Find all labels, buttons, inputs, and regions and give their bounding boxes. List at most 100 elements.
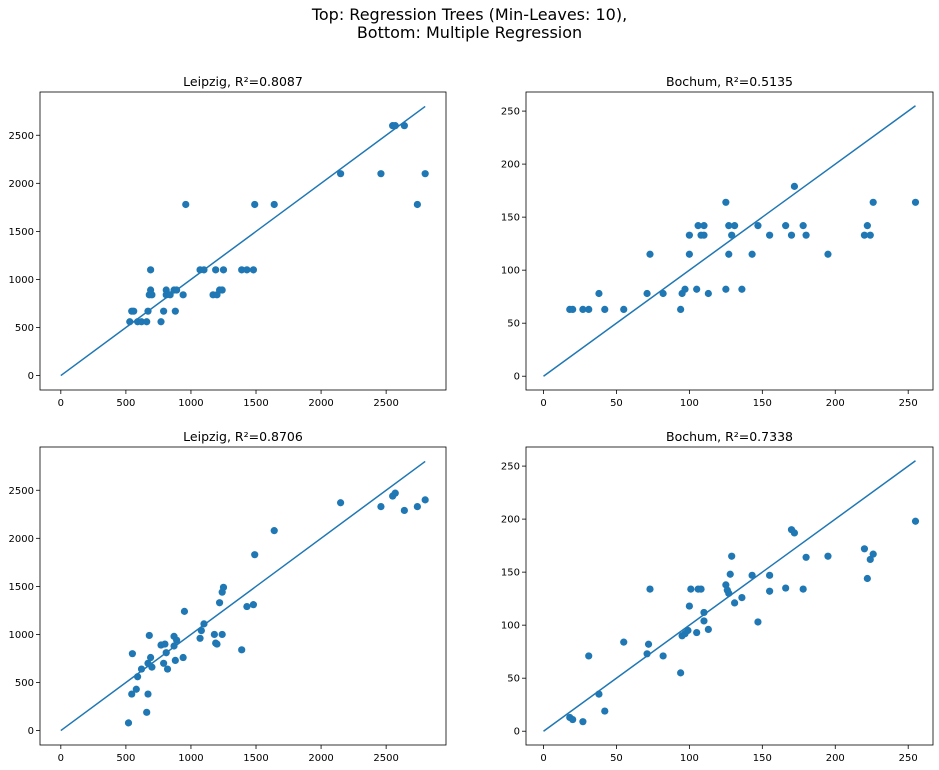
data-point <box>145 631 153 640</box>
y-tick-label: 500 <box>15 678 34 689</box>
x-tick-label: 250 <box>899 398 918 409</box>
x-tick-label: 2000 <box>308 398 333 409</box>
data-point <box>731 599 739 607</box>
x-tick-label: 200 <box>826 753 845 764</box>
data-point <box>677 305 685 314</box>
reference-line <box>60 105 426 377</box>
data-point <box>643 650 651 658</box>
y-tick-label: 200 <box>501 515 520 526</box>
data-point <box>215 599 224 607</box>
data-point <box>157 318 165 326</box>
data-point <box>147 653 155 662</box>
data-point <box>249 601 258 609</box>
data-point <box>766 231 774 239</box>
data-point <box>659 652 667 660</box>
data-point <box>700 617 708 625</box>
data-point <box>726 570 734 578</box>
data-point <box>413 503 421 511</box>
data-point <box>643 289 651 298</box>
data-point <box>579 305 587 314</box>
data-point <box>585 305 593 314</box>
data-point <box>620 638 628 646</box>
data-point <box>799 222 807 230</box>
y-tick-label: 0 <box>28 371 34 382</box>
data-point <box>173 636 181 644</box>
data-point <box>171 307 179 315</box>
data-point <box>270 527 278 535</box>
plot-frame <box>525 91 934 391</box>
data-point <box>128 690 136 698</box>
subplot-4: Bochum, R²=0.7338 0 50 100 150 200 250 0 50 100 15… <box>501 429 934 764</box>
data-point <box>143 708 151 716</box>
y-tick-label: 2000 <box>9 534 34 545</box>
data-point <box>863 574 871 583</box>
x-tick-label: 200 <box>826 398 845 409</box>
data-point <box>133 673 142 681</box>
x-tick-label: 50 <box>610 753 623 764</box>
y-tick-label: 50 <box>507 319 520 330</box>
subplot-title: Bochum, R²=0.7338 <box>666 429 793 444</box>
data-point <box>802 553 810 561</box>
y-tick-label: 2000 <box>9 179 34 190</box>
data-point <box>243 602 251 611</box>
data-point <box>725 250 733 258</box>
data-point <box>700 222 708 230</box>
subplot-title: Bochum, R²=0.5135 <box>666 74 793 89</box>
data-point <box>128 650 136 658</box>
data-point <box>754 618 762 626</box>
data-point <box>754 222 762 230</box>
y-tick-label: 1000 <box>9 630 34 641</box>
data-point <box>731 222 739 230</box>
data-point <box>595 289 603 298</box>
data-point <box>391 122 399 130</box>
data-point <box>684 626 692 635</box>
data-point <box>238 266 246 274</box>
data-point <box>595 690 603 698</box>
x-tick-label: 100 <box>680 398 699 409</box>
data-point <box>377 503 385 511</box>
y-tick-label: 50 <box>507 674 520 685</box>
y-tick-label: 500 <box>15 323 34 334</box>
data-point <box>243 266 251 274</box>
data-point <box>685 602 693 610</box>
data-point <box>790 529 799 537</box>
y-tick-label: 1500 <box>9 227 34 238</box>
data-point <box>766 571 774 579</box>
data-point <box>644 640 653 648</box>
data-point <box>725 222 733 230</box>
data-point <box>787 231 796 239</box>
data-point <box>400 506 408 515</box>
data-point <box>130 307 138 315</box>
data-point <box>126 318 134 326</box>
data-point <box>124 719 133 727</box>
subplot-1: Leipzig, R²=0.8087 0 500 1000 1500 2000 2500 0 5… <box>9 74 447 409</box>
data-point <box>218 630 226 639</box>
data-point <box>766 587 774 595</box>
data-point <box>200 266 208 274</box>
y-tick-label: 1500 <box>9 582 34 593</box>
data-point <box>620 305 628 314</box>
data-point <box>863 222 871 230</box>
figure-title-line-1: Top: Regression Trees (Min-Leaves: 10), <box>311 5 628 24</box>
data-point <box>400 122 408 130</box>
subplot-2: Bochum, R²=0.5135 0 50 100 150 200 250 0 50 100 15… <box>501 74 934 409</box>
data-point <box>182 200 190 209</box>
data-point <box>601 707 609 715</box>
reference-line <box>543 105 916 377</box>
data-point <box>693 285 701 293</box>
data-point <box>911 517 920 525</box>
x-tick-label: 2500 <box>373 398 398 409</box>
x-tick-label: 150 <box>753 753 772 764</box>
data-point <box>728 231 736 239</box>
data-point <box>569 715 577 724</box>
data-point <box>160 307 168 315</box>
data-point <box>196 634 204 642</box>
subplot-title: Leipzig, R²=0.8087 <box>183 74 303 89</box>
data-point <box>722 285 730 293</box>
data-point <box>601 305 609 314</box>
x-tick-label: 1000 <box>178 753 203 764</box>
data-point <box>161 640 169 648</box>
x-tick-label: 0 <box>58 753 64 764</box>
y-tick-label: 0 <box>514 372 520 383</box>
